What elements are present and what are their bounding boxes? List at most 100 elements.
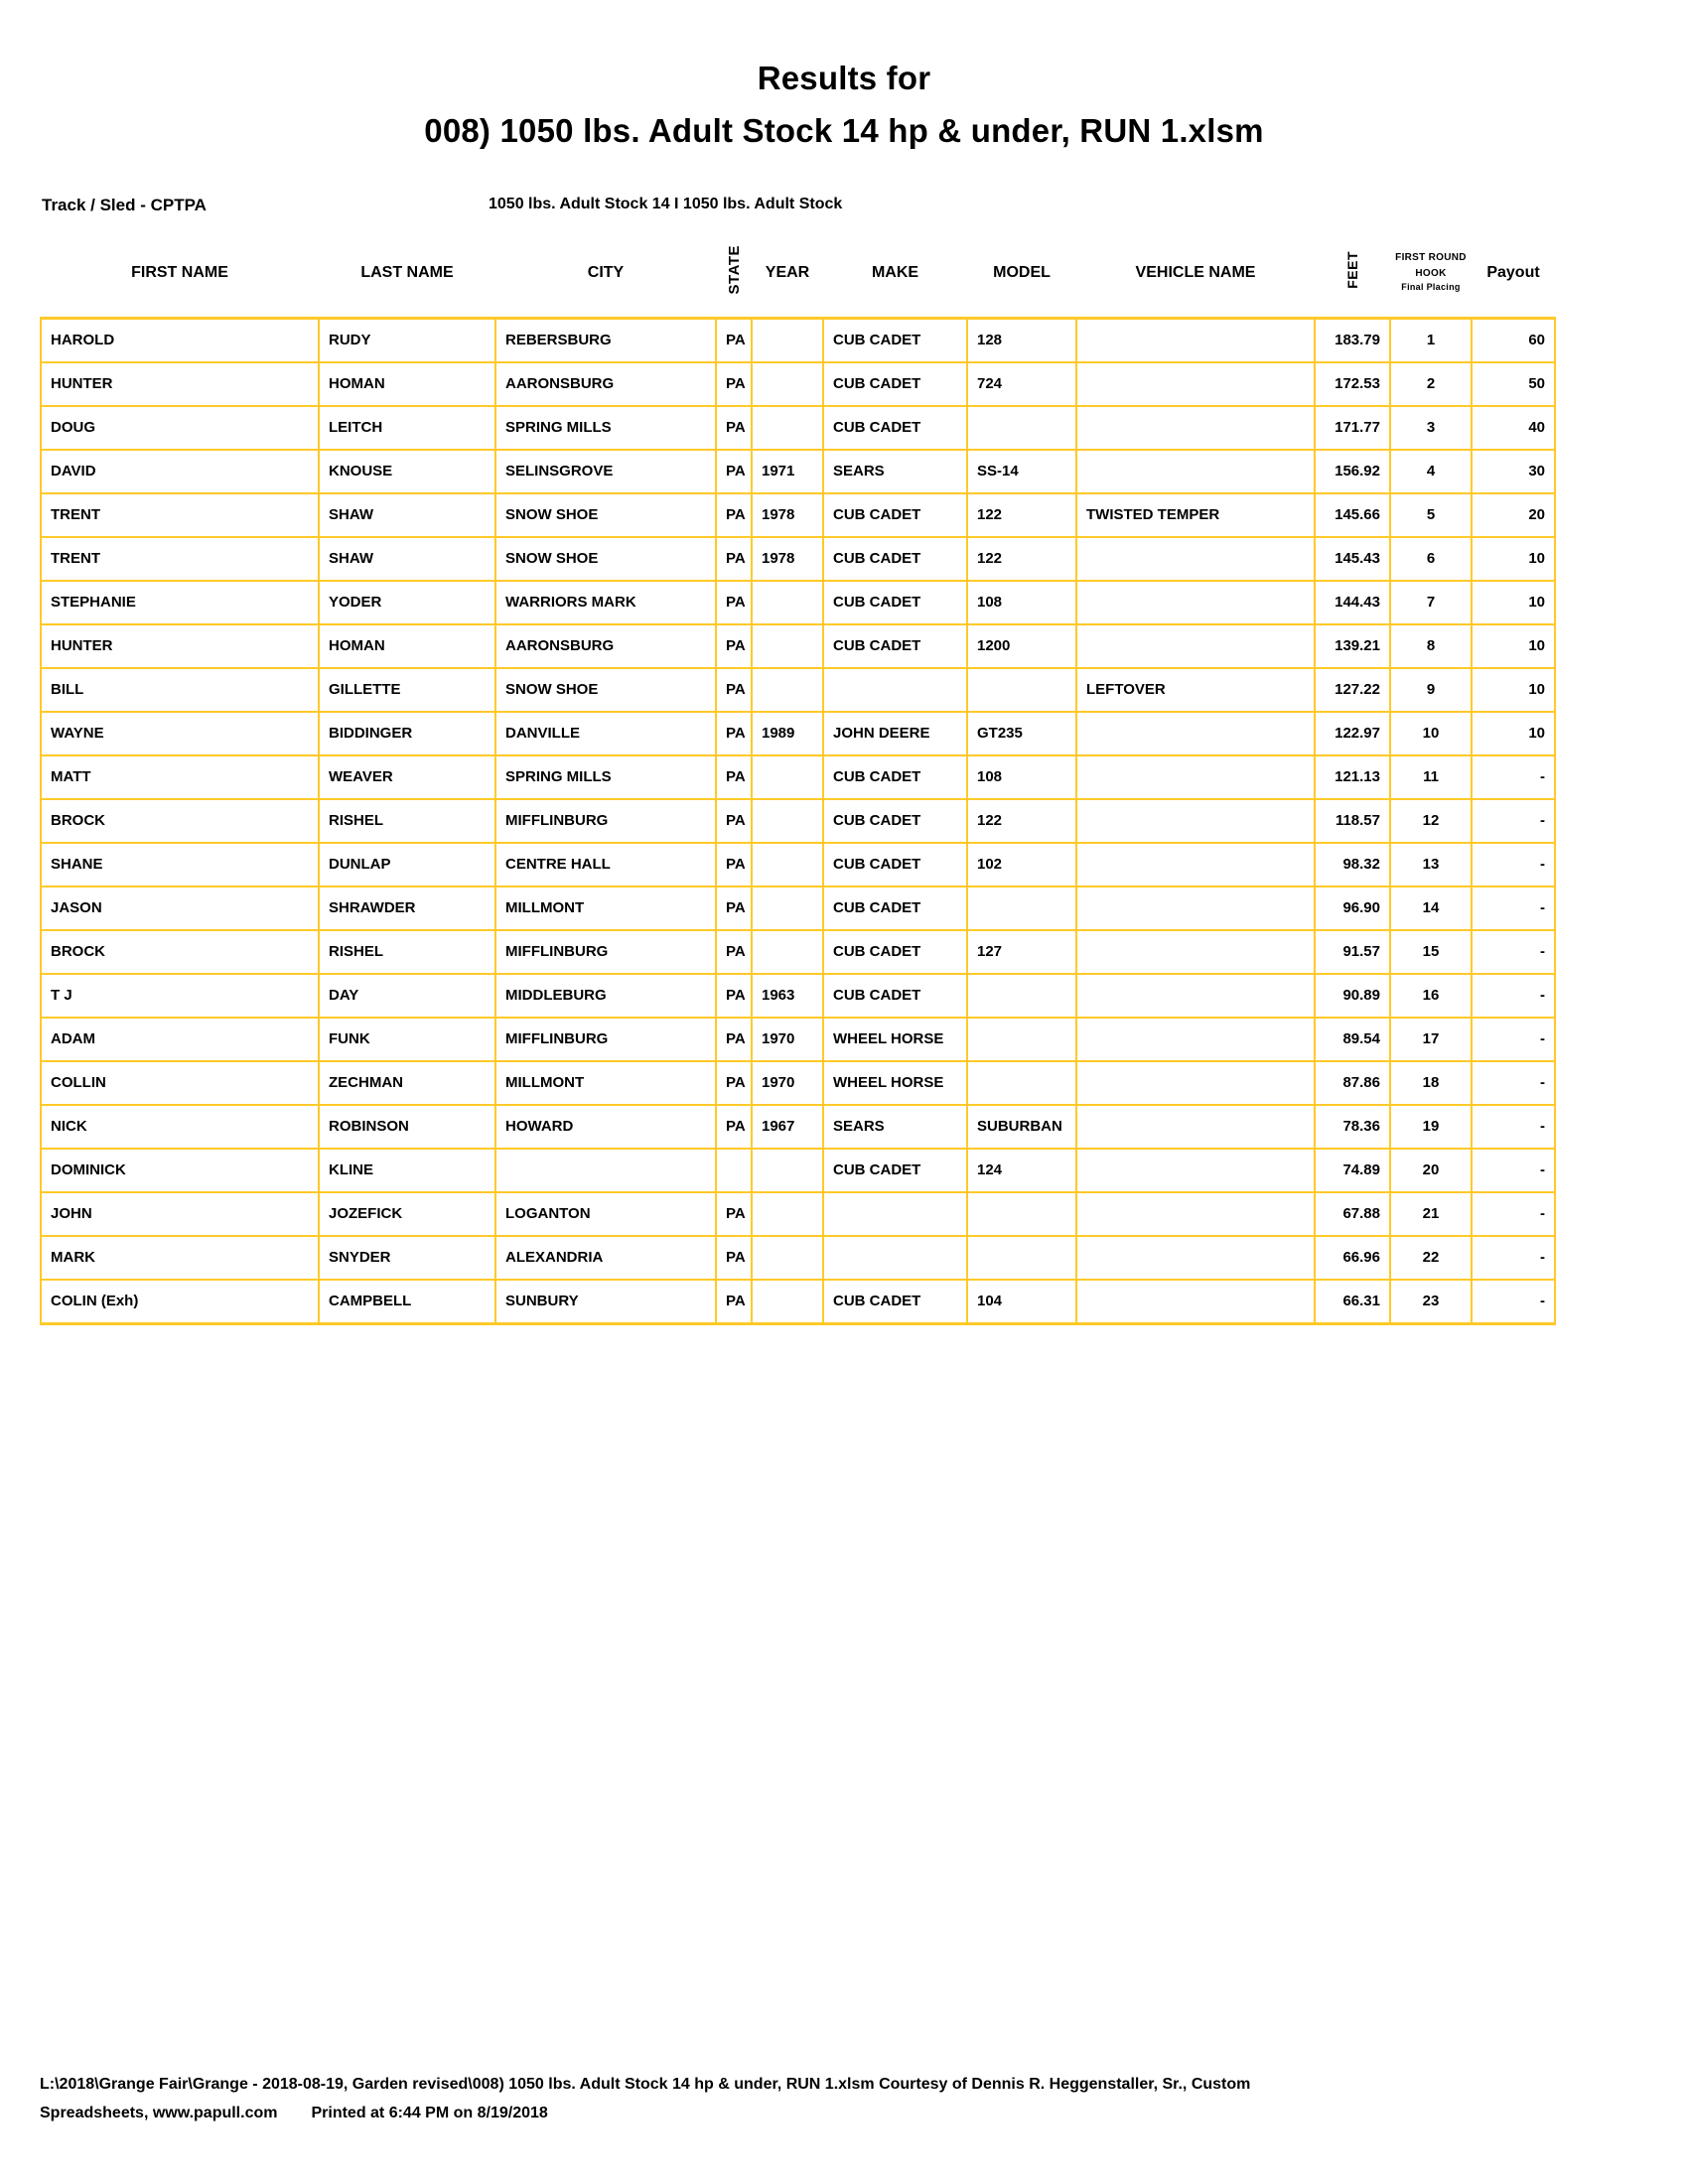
cell-first-name: MARK	[40, 1234, 320, 1281]
cell-city: MIFFLINBURG	[494, 928, 717, 975]
cell-vehicle-name	[1075, 448, 1316, 494]
column-header-vehicle-name: VEHICLE NAME	[1135, 263, 1256, 281]
cell-payout: 10	[1471, 622, 1556, 669]
cell-last-name: KNOUSE	[318, 448, 496, 494]
cell-city: MILLMONT	[494, 1059, 717, 1106]
cell-hook-placing: 15	[1389, 928, 1473, 975]
cell-payout: 10	[1471, 535, 1556, 582]
cell-city: MILLMONT	[494, 885, 717, 931]
cell-year	[751, 1147, 824, 1193]
cell-first-name: BROCK	[40, 928, 320, 975]
cell-hook-placing: 9	[1389, 666, 1473, 713]
table-row: MARK SNYDER ALEXANDRIA PA 66.96 22-	[40, 1234, 1556, 1281]
cell-first-name: T J	[40, 972, 320, 1019]
cell-hook-placing: 3	[1389, 404, 1473, 451]
cell-payout: 20	[1471, 491, 1556, 538]
cell-make: CUB CADET	[822, 535, 968, 582]
cell-state: PA	[715, 1234, 753, 1281]
cell-state: PA	[715, 1103, 753, 1150]
cell-model: 108	[966, 753, 1077, 800]
cell-model: 124	[966, 1147, 1077, 1193]
cell-feet: 139.21	[1314, 622, 1391, 669]
cell-vehicle-name	[1075, 1190, 1316, 1237]
cell-year: 1967	[751, 1103, 824, 1150]
cell-payout: -	[1471, 928, 1556, 975]
cell-vehicle-name	[1075, 1059, 1316, 1106]
table-row: COLIN (Exh) CAMPBELL SUNBURY PA CUB CADET 104…	[40, 1278, 1556, 1325]
cell-first-name: JOHN	[40, 1190, 320, 1237]
column-header-feet: FEET	[1315, 237, 1390, 319]
cell-first-name: HUNTER	[40, 360, 320, 407]
cell-first-name: DOMINICK	[40, 1147, 320, 1193]
cell-last-name: FUNK	[318, 1016, 496, 1062]
cell-payout: -	[1471, 1147, 1556, 1193]
cell-payout: 60	[1471, 316, 1556, 363]
cell-feet: 89.54	[1314, 1016, 1391, 1062]
cell-city: DANVILLE	[494, 710, 717, 756]
cell-state: PA	[715, 316, 753, 363]
cell-payout: -	[1471, 885, 1556, 931]
table-row: JOHN JOZEFICK LOGANTON PA 67.88 21-	[40, 1190, 1556, 1237]
cell-make: JOHN DEERE	[822, 710, 968, 756]
cell-make: CUB CADET	[822, 928, 968, 975]
cell-feet: 96.90	[1314, 885, 1391, 931]
cell-vehicle-name	[1075, 1278, 1316, 1325]
cell-model: 1200	[966, 622, 1077, 669]
cell-vehicle-name	[1075, 360, 1316, 407]
cell-hook-placing: 12	[1389, 797, 1473, 844]
cell-first-name: ADAM	[40, 1016, 320, 1062]
table-row: HUNTER HOMAN AARONSBURG PA CUB CADET 724 172.5…	[40, 360, 1556, 407]
cell-vehicle-name	[1075, 928, 1316, 975]
cell-city: AARONSBURG	[494, 360, 717, 407]
column-header-state-label: STATE	[725, 245, 743, 295]
results-table-wrap: FIRST NAME LAST NAME CITY STATE YEAR MAK…	[40, 237, 1648, 1325]
cell-hook-placing: 18	[1389, 1059, 1473, 1106]
cell-vehicle-name	[1075, 841, 1316, 887]
cell-last-name: SHRAWDER	[318, 885, 496, 931]
cell-vehicle-name	[1075, 579, 1316, 625]
cell-state	[715, 1147, 753, 1193]
cell-last-name: HOMAN	[318, 360, 496, 407]
cell-model	[966, 885, 1077, 931]
cell-make: SEARS	[822, 448, 968, 494]
cell-city: MIFFLINBURG	[494, 1016, 717, 1062]
cell-hook-placing: 6	[1389, 535, 1473, 582]
cell-city: LOGANTON	[494, 1190, 717, 1237]
table-body: HAROLD RUDY REBERSBURG PA CUB CADET 128 183.79…	[40, 316, 1556, 1325]
cell-hook-placing: 13	[1389, 841, 1473, 887]
cell-model: GT235	[966, 710, 1077, 756]
cell-state: PA	[715, 972, 753, 1019]
cell-vehicle-name	[1075, 885, 1316, 931]
cell-state: PA	[715, 448, 753, 494]
cell-model	[966, 1059, 1077, 1106]
cell-feet: 144.43	[1314, 579, 1391, 625]
cell-model: 102	[966, 841, 1077, 887]
cell-vehicle-name	[1075, 316, 1316, 363]
cell-make	[822, 1234, 968, 1281]
cell-state: PA	[715, 1059, 753, 1106]
cell-last-name: SHAW	[318, 535, 496, 582]
table-row: HUNTER HOMAN AARONSBURG PA CUB CADET 1200 139.…	[40, 622, 1556, 669]
cell-last-name: RISHEL	[318, 797, 496, 844]
cell-city: SELINSGROVE	[494, 448, 717, 494]
cell-hook-placing: 19	[1389, 1103, 1473, 1150]
cell-vehicle-name	[1075, 1147, 1316, 1193]
cell-feet: 183.79	[1314, 316, 1391, 363]
table-row: T J DAY MIDDLEBURG PA 1963 CUB CADET 90.89 16-	[40, 972, 1556, 1019]
cell-year	[751, 753, 824, 800]
hook-header-line-1: FIRST ROUND	[1395, 252, 1467, 264]
cell-last-name: DUNLAP	[318, 841, 496, 887]
cell-hook-placing: 8	[1389, 622, 1473, 669]
cell-payout: -	[1471, 753, 1556, 800]
track-sled-label: Track / Sled - CPTPA	[42, 195, 207, 214]
cell-last-name: HOMAN	[318, 622, 496, 669]
cell-feet: 171.77	[1314, 404, 1391, 451]
cell-first-name: NICK	[40, 1103, 320, 1150]
cell-payout: 10	[1471, 666, 1556, 713]
cell-state: PA	[715, 404, 753, 451]
cell-first-name: HAROLD	[40, 316, 320, 363]
cell-model	[966, 404, 1077, 451]
cell-first-name: DAVID	[40, 448, 320, 494]
cell-hook-placing: 16	[1389, 972, 1473, 1019]
column-header-city: CITY	[587, 263, 625, 281]
